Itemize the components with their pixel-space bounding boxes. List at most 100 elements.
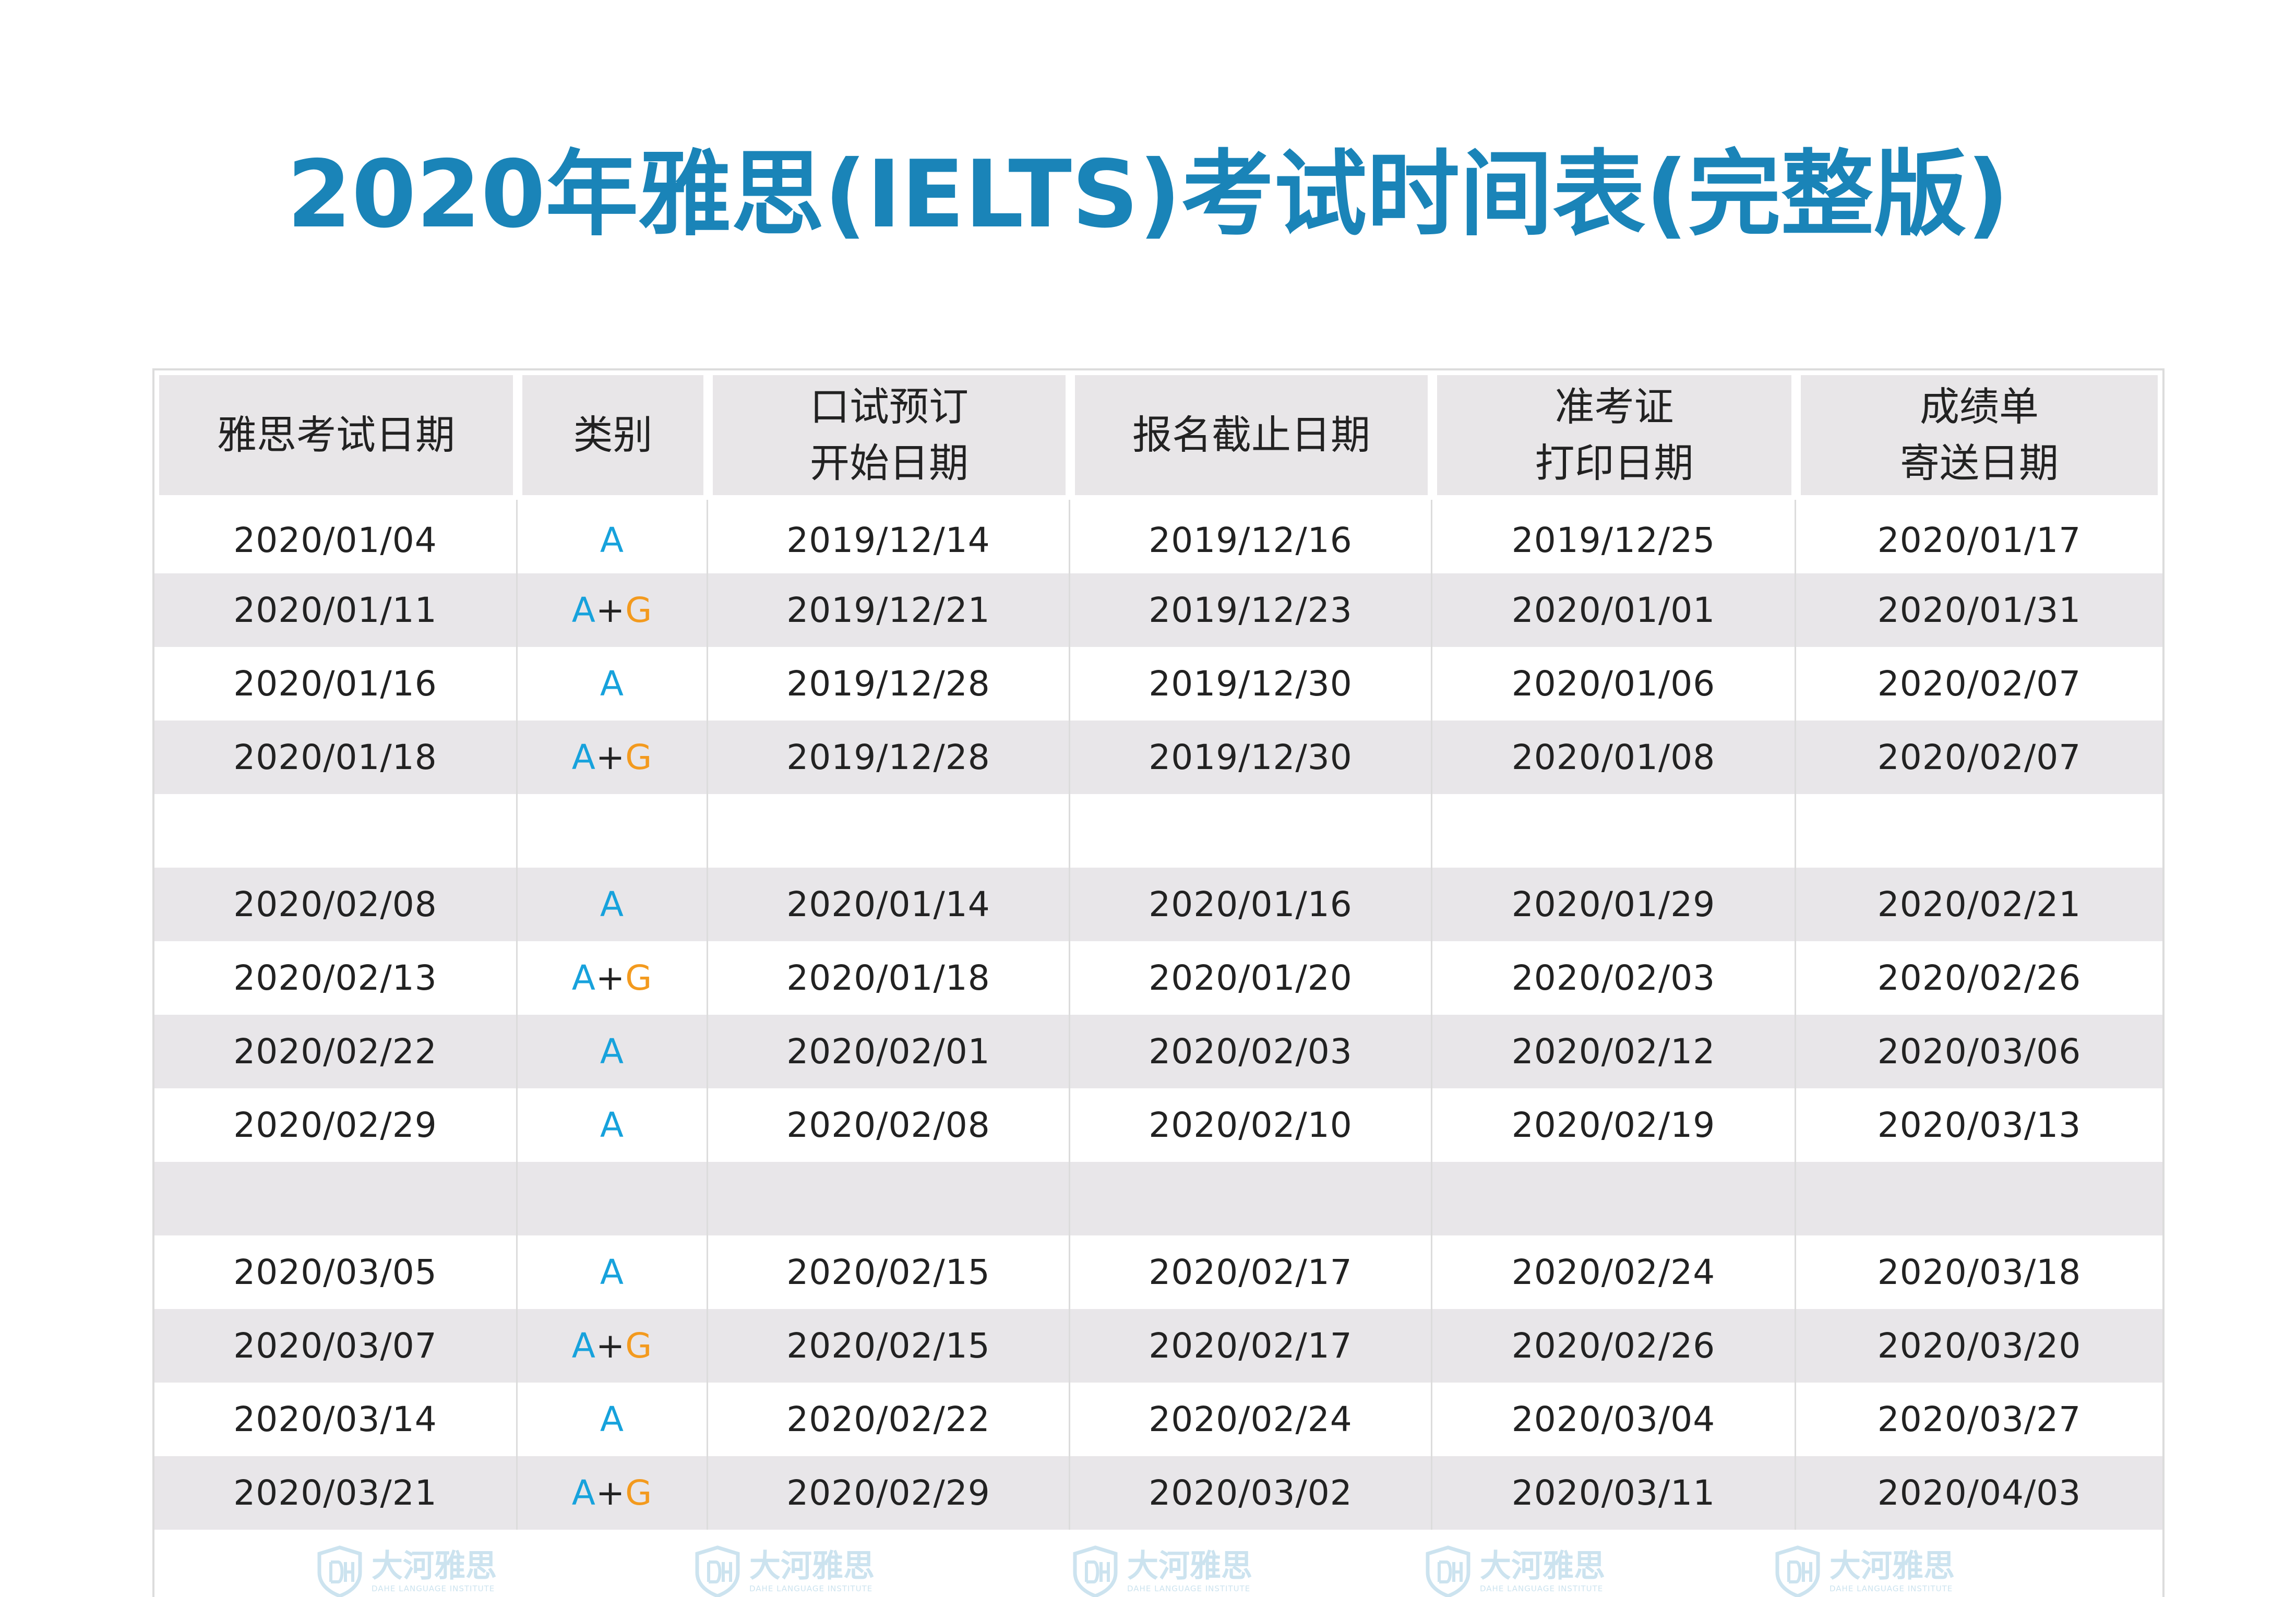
deadline-cell: 2020/02/03	[1070, 1015, 1432, 1088]
shield-dh-logo-icon	[317, 1545, 362, 1597]
speaking-booking-cell: 2020/01/18	[708, 941, 1070, 1015]
category-plus: +	[595, 737, 626, 777]
category-plus: +	[595, 590, 626, 630]
table-row	[154, 794, 2162, 868]
category-academic: A	[600, 884, 625, 924]
watermark-name: 大河雅思	[372, 1548, 497, 1584]
admission-print-cell: 2020/02/12	[1432, 1015, 1796, 1088]
admission-print-cell: 2020/02/24	[1432, 1235, 1796, 1309]
admission-print-cell	[1432, 794, 1796, 868]
speaking-booking-cell: 2020/02/15	[708, 1309, 1070, 1383]
transcript-send-cell	[1796, 794, 2162, 868]
admission-print-cell: 2020/01/08	[1432, 721, 1796, 794]
category-plus: +	[595, 958, 626, 998]
category-cell: A	[518, 868, 708, 941]
schedule-sheet: 雅思考试日期 类别 口试预订 开始日期 报名截止日期 准考证打印日期 成绩单 寄送日期 202…	[152, 368, 2165, 1597]
speaking-booking-cell: 2020/02/22	[708, 1383, 1070, 1456]
category-academic: A	[571, 737, 596, 777]
deadline-cell: 2020/02/10	[1070, 1088, 1432, 1162]
deadline-cell: 2020/02/17	[1070, 1309, 1432, 1383]
category-cell: A	[518, 500, 708, 573]
admission-print-cell: 2020/01/06	[1432, 647, 1796, 721]
watermark-subtitle: DAHE LANGUAGE INSTITUTE	[1829, 1584, 1953, 1593]
watermark-logo: 大河雅思 DAHE LANGUAGE INSTITUTE	[694, 1545, 875, 1597]
category-academic: A	[600, 664, 625, 704]
table-body: 2020/01/04 A 2019/12/14 2019/12/16 2019/12/2…	[154, 500, 2162, 1597]
speaking-booking-cell: 2020/02/08	[708, 1088, 1070, 1162]
header-registration-deadline: 报名截止日期	[1070, 370, 1432, 500]
header-category: 类别	[518, 370, 708, 500]
category-cell: A+G	[518, 1309, 708, 1383]
speaking-booking-cell: 2019/12/21	[708, 573, 1070, 647]
deadline-cell: 2020/02/17	[1070, 1235, 1432, 1309]
category-cell: A+G	[518, 721, 708, 794]
admission-print-cell: 2020/03/04	[1432, 1383, 1796, 1456]
speaking-booking-cell	[708, 1162, 1070, 1235]
category-general: G	[625, 590, 653, 630]
category-academic: A	[600, 1252, 625, 1292]
exam-date-cell: 2020/03/21	[154, 1456, 518, 1530]
table-row: 2020/02/22 A 2020/02/01 2020/02/03 2020/02/1…	[154, 1015, 2162, 1088]
admission-print-cell: 2020/02/03	[1432, 941, 1796, 1015]
watermark-logo: 大河雅思 DAHE LANGUAGE INSTITUTE	[1425, 1545, 1605, 1597]
speaking-booking-cell: 2019/12/28	[708, 721, 1070, 794]
category-academic: A	[571, 1326, 596, 1366]
exam-date-cell	[154, 794, 518, 868]
watermark-text: 大河雅思 DAHE LANGUAGE INSTITUTE	[372, 1549, 497, 1594]
header-label-line: 口试预订	[810, 383, 968, 430]
transcript-send-cell: 2020/02/07	[1796, 721, 2162, 794]
admission-print-cell: 2020/02/26	[1432, 1309, 1796, 1383]
speaking-booking-cell: 2020/01/14	[708, 868, 1070, 941]
table-row: 2020/01/11 A+G 2019/12/21 2019/12/23 2020/01…	[154, 573, 2162, 647]
header-transcript-send-date: 成绩单 寄送日期	[1796, 370, 2162, 500]
table-row: 2020/01/04 A 2019/12/14 2019/12/16 2019/12/2…	[154, 500, 2162, 573]
deadline-cell: 2020/02/24	[1070, 1383, 1432, 1456]
admission-print-cell: 2019/12/25	[1432, 500, 1796, 573]
category-general: G	[625, 958, 653, 998]
category-academic: A	[600, 1031, 625, 1072]
category-general: G	[625, 1473, 653, 1513]
transcript-send-cell: 2020/03/13	[1796, 1088, 2162, 1162]
exam-date-cell	[154, 1162, 518, 1235]
table-row: 2020/01/16 A 2019/12/28 2019/12/30 2020/01/0…	[154, 647, 2162, 721]
transcript-send-cell: 2020/01/17	[1796, 500, 2162, 573]
header-speaking-booking-start: 口试预订 开始日期	[708, 370, 1070, 500]
transcript-send-cell: 2020/02/26	[1796, 941, 2162, 1015]
watermark-name: 大河雅思	[1829, 1548, 1955, 1584]
header-label-line: 打印日期	[1535, 440, 1694, 486]
exam-date-cell: 2020/01/11	[154, 573, 518, 647]
admission-print-cell: 2020/01/29	[1432, 868, 1796, 941]
header-label-line: 雅思考试日期	[217, 412, 455, 458]
header-label-line: 报名截止日期	[1132, 412, 1370, 458]
watermark-subtitle: DAHE LANGUAGE INSTITUTE	[1127, 1584, 1251, 1593]
category-general: G	[625, 1326, 653, 1366]
page-title: 2020年雅思(IELTS)考试时间表(完整版)	[286, 140, 2010, 248]
table-row: 2020/02/08 A 2020/01/14 2020/01/16 2020/01/2…	[154, 868, 2162, 941]
footer-row	[154, 1530, 2162, 1597]
header-label-line: 寄送日期	[1900, 440, 2059, 486]
category-cell: A	[518, 1015, 708, 1088]
category-cell: A	[518, 1383, 708, 1456]
table-row: 2020/02/13 A+G 2020/01/18 2020/01/20 2020/02…	[154, 941, 2162, 1015]
transcript-send-cell: 2020/01/31	[1796, 573, 2162, 647]
exam-date-cell: 2020/03/07	[154, 1309, 518, 1383]
speaking-booking-cell	[708, 794, 1070, 868]
transcript-send-cell	[1796, 1162, 2162, 1235]
shield-dh-logo-icon	[1775, 1545, 1820, 1597]
header-label-line: 准考证	[1554, 383, 1674, 430]
exam-schedule-table: 雅思考试日期 类别 口试预订 开始日期 报名截止日期 准考证打印日期 成绩单 寄送日期 202…	[154, 370, 2162, 1597]
speaking-booking-cell: 2019/12/14	[708, 500, 1070, 573]
category-general: G	[625, 737, 653, 777]
speaking-booking-cell: 2020/02/29	[708, 1456, 1070, 1530]
header-exam-date: 雅思考试日期	[154, 370, 518, 500]
transcript-send-cell: 2020/02/21	[1796, 868, 2162, 941]
table-row	[154, 1162, 2162, 1235]
shield-dh-logo-icon	[695, 1545, 740, 1597]
transcript-send-cell: 2020/03/20	[1796, 1309, 2162, 1383]
table-row: 2020/03/05 A 2020/02/15 2020/02/17 2020/02/2…	[154, 1235, 2162, 1309]
category-academic: A	[600, 1105, 625, 1145]
watermark-text: 大河雅思 DAHE LANGUAGE INSTITUTE	[1829, 1549, 1955, 1594]
transcript-send-cell: 2020/03/27	[1796, 1383, 2162, 1456]
transcript-send-cell: 2020/04/03	[1796, 1456, 2162, 1530]
transcript-send-cell: 2020/03/06	[1796, 1015, 2162, 1088]
